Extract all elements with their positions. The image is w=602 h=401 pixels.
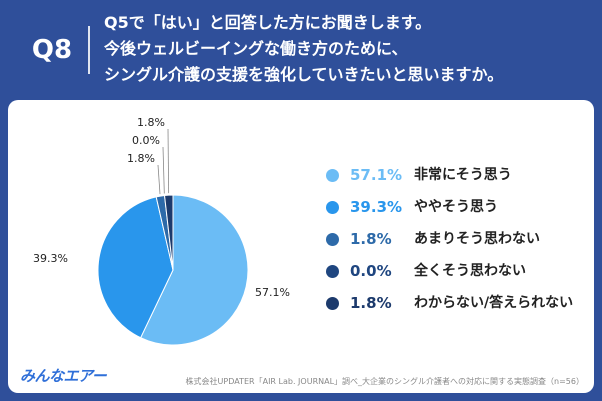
question-line-1: Q5で「はい」と回答した方にお聞きします。 xyxy=(104,13,432,32)
leader-line xyxy=(162,146,165,194)
legend-swatch xyxy=(326,265,339,278)
legend-label: 非常にそう思う xyxy=(414,167,512,183)
pie-chart: 57.1% 39.3% 1.8% 0.0% 1.8% xyxy=(33,116,290,346)
legend-swatch xyxy=(326,297,339,310)
header: Q8 Q5で「はい」と回答した方にお聞きします。 今後ウェルビーイングな働き方の… xyxy=(0,0,602,100)
leader-line xyxy=(157,164,161,195)
data-label: 39.3% xyxy=(33,252,68,265)
slice-somewhat xyxy=(97,196,174,339)
question-number: Q8 xyxy=(31,35,73,65)
legend-swatch xyxy=(326,233,339,246)
source-note: 株式会社UPDATER「AIR Lab. JOURNAL」調べ_大企業のシングル… xyxy=(185,377,584,386)
legend-label: あまりそう思わない xyxy=(414,231,540,247)
leader-line xyxy=(167,128,170,194)
legend-item: 0.0% 全くそう思わない xyxy=(326,258,588,290)
legend-item: 39.3% ややそう思う xyxy=(326,194,588,226)
legend-item: 57.1% 非常にそう思う xyxy=(326,162,588,194)
legend-value: 0.0% xyxy=(350,262,392,280)
header-divider xyxy=(88,26,90,74)
legend-swatch xyxy=(326,201,339,214)
slice-very-much xyxy=(139,194,249,346)
brand-logo: みんなエアー xyxy=(20,367,107,385)
legend-item: 1.8% わからない/答えられない xyxy=(326,290,588,322)
question-text: Q5で「はい」と回答した方にお聞きします。 今後ウェルビーイングな働き方のために… xyxy=(104,10,594,88)
data-label: 0.0% xyxy=(132,134,160,147)
legend: 57.1% 非常にそう思う 39.3% ややそう思う 1.8% あまりそう思わない 0.0%… xyxy=(326,162,588,322)
data-label: 1.8% xyxy=(127,152,155,165)
question-line-2: 今後ウェルビーイングな働き方のために、 xyxy=(104,39,408,58)
data-label: 57.1% xyxy=(255,286,290,299)
legend-value: 1.8% xyxy=(350,230,392,248)
legend-item: 1.8% あまりそう思わない xyxy=(326,226,588,258)
legend-value: 39.3% xyxy=(350,198,403,216)
slice-dont-know xyxy=(163,194,174,271)
legend-swatch xyxy=(326,169,339,182)
chart-card: 57.1% 39.3% 1.8% 0.0% 1.8% 57.1% 非常にそう思う 39.3%… xyxy=(8,100,594,393)
legend-label: ややそう思う xyxy=(414,199,498,215)
legend-label: 全くそう思わない xyxy=(414,263,526,279)
legend-label: わからない/答えられない xyxy=(414,295,574,311)
data-label: 1.8% xyxy=(137,116,165,129)
legend-value: 57.1% xyxy=(350,166,403,184)
question-line-3: シングル介護の支援を強化していきたいと思いますか。 xyxy=(104,65,504,84)
legend-value: 1.8% xyxy=(350,294,392,312)
